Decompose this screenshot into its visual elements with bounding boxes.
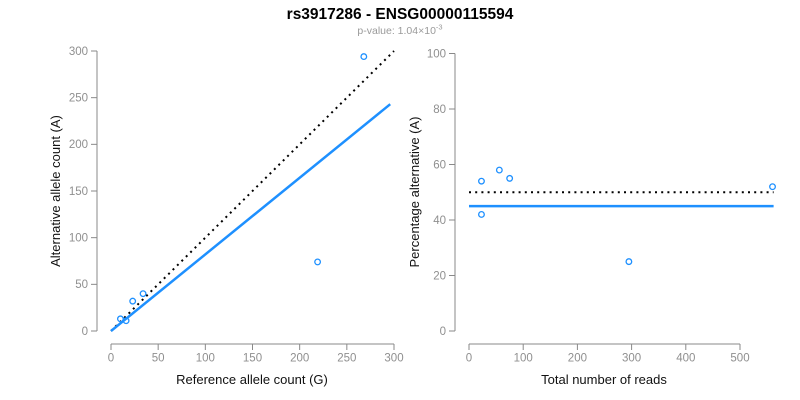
x-tick-label: 50 bbox=[152, 353, 165, 365]
y-axis-title: Percentage alternative (A) bbox=[407, 116, 422, 267]
y-tick-label: 40 bbox=[433, 215, 446, 227]
chart-title: rs3917286 - ENSG00000115594 bbox=[286, 6, 514, 23]
y-tick-label: 300 bbox=[69, 46, 88, 58]
x-tick-label: 400 bbox=[676, 353, 695, 365]
y-tick-label: 60 bbox=[433, 159, 446, 171]
y-tick-label: 100 bbox=[69, 232, 88, 244]
y-tick-label: 0 bbox=[440, 326, 446, 338]
data-point bbox=[478, 177, 485, 185]
right-scatter-plot: 0 20 40 60 80 100 0 100 200 300 400 500 Total number… bbox=[407, 48, 776, 387]
fitted-ratio-line bbox=[110, 103, 392, 332]
x-tick-label: 0 bbox=[108, 353, 114, 365]
x-axis-title: Total number of reads bbox=[541, 372, 667, 387]
data-point bbox=[495, 166, 503, 174]
data-point bbox=[129, 297, 137, 305]
p-value-exponent-superscript: -3 bbox=[435, 22, 443, 32]
y-tick-label: 20 bbox=[433, 270, 446, 282]
data-point bbox=[139, 290, 147, 298]
expected-identity-line bbox=[110, 50, 395, 332]
data-point bbox=[314, 258, 322, 266]
data-point bbox=[478, 210, 485, 218]
y-tick-label: 80 bbox=[433, 104, 446, 116]
x-tick-label: 100 bbox=[514, 353, 533, 365]
x-tick-label: 100 bbox=[196, 353, 215, 365]
chart-subtitle: p-value: 1.04×10-3 bbox=[0, 22, 800, 37]
x-tick-label: 500 bbox=[730, 353, 749, 365]
data-point bbox=[122, 317, 130, 325]
p-value-text: p-value: 1.04×10 bbox=[357, 25, 436, 37]
x-tick-label: 300 bbox=[622, 353, 641, 365]
x-tick-label: 200 bbox=[290, 353, 309, 365]
x-tick-label: 250 bbox=[337, 353, 356, 365]
data-point bbox=[360, 53, 368, 61]
data-point bbox=[625, 258, 633, 266]
x-tick-label: 300 bbox=[384, 353, 403, 365]
data-point bbox=[506, 174, 514, 182]
y-tick-label: 50 bbox=[75, 279, 88, 291]
x-tick-label: 150 bbox=[243, 353, 262, 365]
y-tick-label: 150 bbox=[69, 186, 88, 198]
y-axis-title: Alternative allele count (A) bbox=[48, 115, 63, 267]
y-tick-label: 250 bbox=[69, 92, 88, 104]
x-tick-label: 200 bbox=[568, 353, 587, 365]
x-tick-label: 0 bbox=[466, 353, 472, 365]
x-axis-title: Reference allele count (G) bbox=[176, 372, 328, 387]
data-point bbox=[769, 183, 776, 191]
left-scatter-plot: 0 50 100 150 200 250 300 0 50 100 150 200 250 300 Refe… bbox=[48, 46, 404, 387]
y-tick-label: 0 bbox=[82, 326, 88, 338]
y-tick-label: 200 bbox=[69, 139, 88, 151]
y-tick-label: 100 bbox=[427, 48, 446, 60]
